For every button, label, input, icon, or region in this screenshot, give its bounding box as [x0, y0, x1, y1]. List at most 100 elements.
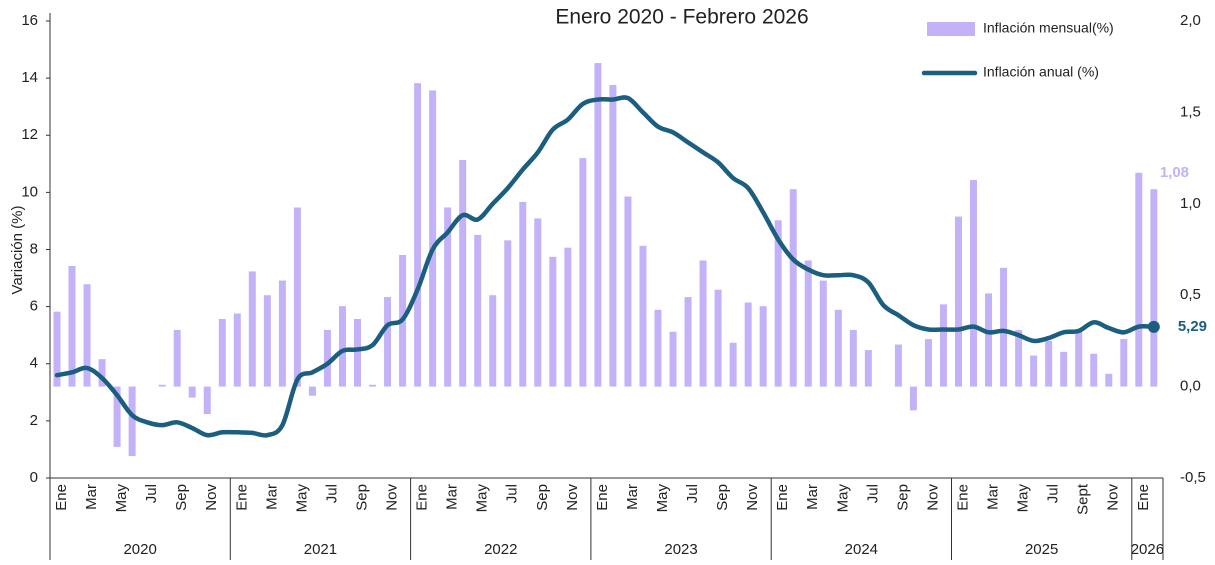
x-tick-label: Sep	[714, 484, 731, 511]
bar	[218, 318, 226, 387]
y2-tick-label: 0,0	[1180, 378, 1201, 395]
bar	[429, 90, 437, 387]
x-tick-label: Nov	[203, 484, 220, 511]
bar	[323, 329, 331, 387]
bar	[864, 350, 872, 387]
line	[54, 95, 1157, 438]
bar	[1120, 339, 1128, 387]
bar	[939, 304, 947, 387]
data-label: 1,08	[1160, 164, 1189, 181]
bar	[699, 260, 707, 387]
x-tick-label: Sept	[1075, 483, 1092, 515]
x-tick-label: Mar	[804, 484, 821, 510]
bar	[1105, 373, 1113, 387]
bar	[924, 339, 932, 387]
year-label: 2021	[304, 541, 337, 558]
bar	[849, 329, 857, 387]
x-tick-label: Nov	[384, 484, 401, 511]
x-tick-label: Mar	[624, 484, 641, 510]
y-tick-label: 16	[21, 12, 38, 29]
y2-tick-label: 2,0	[1180, 12, 1201, 29]
x-tick-label: Mar	[263, 484, 280, 510]
bar	[263, 295, 271, 387]
bar	[113, 386, 121, 447]
bar	[1150, 189, 1158, 387]
bar	[579, 158, 587, 387]
y-tick-label: 2	[30, 412, 38, 429]
bar	[369, 384, 377, 387]
x-tick-label: Sep	[173, 484, 190, 511]
bar	[308, 386, 316, 396]
bar	[98, 359, 106, 387]
y-tick-label: 0	[30, 469, 38, 486]
bar	[744, 302, 752, 387]
bar	[684, 297, 692, 387]
y-tick-label: 12	[21, 126, 38, 143]
bar	[970, 180, 978, 387]
bar	[504, 240, 512, 387]
bar	[444, 207, 452, 387]
x-tick-label: Jul	[684, 484, 701, 503]
x-tick-label: Ene	[53, 484, 70, 511]
x-tick-label: Jul	[504, 484, 521, 503]
x-tick-label: Mar	[83, 484, 100, 510]
x-tick-label: Nov	[744, 484, 761, 511]
bar	[128, 386, 136, 457]
bar	[804, 260, 812, 387]
year-label: 2022	[484, 541, 517, 558]
bar	[53, 311, 61, 387]
bar	[489, 295, 497, 387]
x-tick-label: Jul	[864, 484, 881, 503]
x-tick-label: Mar	[444, 484, 461, 510]
bar	[158, 384, 166, 387]
bar	[459, 159, 467, 387]
bar	[594, 63, 602, 387]
bar	[789, 189, 797, 387]
legend-label: Inflación anual (%)	[983, 64, 1099, 80]
bar	[985, 293, 993, 387]
x-tick-label: May	[834, 484, 851, 513]
bar	[609, 84, 617, 387]
year-label: 2026	[1131, 541, 1164, 558]
y-tick-label: 14	[21, 69, 38, 86]
bar	[1000, 267, 1008, 387]
bar	[534, 218, 542, 387]
bar	[474, 234, 482, 387]
x-tick-label: May	[1015, 484, 1032, 513]
x-tick-label: Nov	[564, 484, 581, 511]
end-marker	[1147, 320, 1160, 333]
x-tick-label: Jul	[143, 484, 160, 503]
bar	[1060, 351, 1068, 387]
bar	[759, 306, 767, 387]
legend-label: Inflación mensual(%)	[983, 20, 1114, 36]
y-tick-label: 8	[30, 240, 38, 257]
bar	[414, 83, 422, 387]
bar	[624, 196, 632, 387]
year-label: 2025	[1025, 541, 1058, 558]
y2-tick-label: 1,5	[1180, 103, 1201, 120]
bar	[654, 309, 662, 387]
bar	[669, 331, 677, 387]
bar	[173, 329, 181, 387]
bar	[834, 309, 842, 387]
bar	[714, 289, 722, 387]
x-tick-label: Ene	[414, 484, 431, 511]
x-tick-label: Nov	[924, 484, 941, 511]
x-tick-label: Nov	[1105, 484, 1122, 511]
x-tick-label: Ene	[594, 484, 611, 511]
y2-tick-label: -0,5	[1180, 469, 1206, 486]
year-label: 2020	[123, 541, 156, 558]
x-tick-label: May	[293, 484, 310, 513]
bar	[248, 271, 256, 387]
bar	[293, 207, 301, 387]
bar	[549, 256, 557, 387]
bar	[1015, 329, 1023, 387]
x-tick-label: May	[474, 484, 491, 513]
legend-swatch	[927, 22, 975, 36]
bar	[1135, 172, 1143, 387]
bar	[1090, 353, 1098, 387]
bar	[774, 220, 782, 387]
chart-title: Enero 2020 - Febrero 2026	[555, 6, 808, 29]
x-tick-label: Jul	[323, 484, 340, 503]
